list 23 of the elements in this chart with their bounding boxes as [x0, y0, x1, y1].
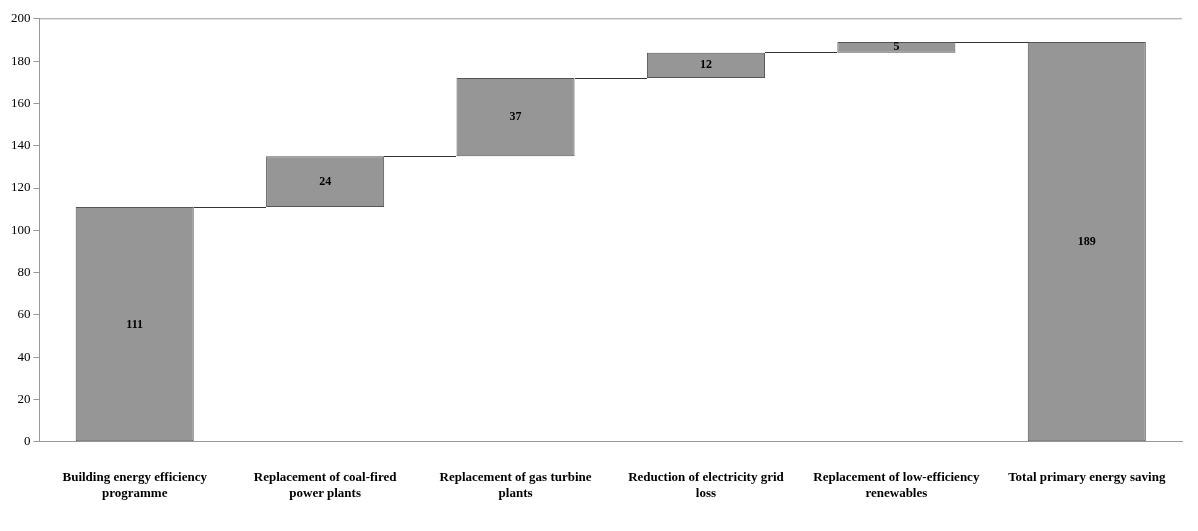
data-label: 24 [319, 173, 332, 188]
x-tick-label: Building energy efficiency programme [62, 468, 208, 500]
y-tick-label: 80 [17, 264, 31, 280]
x-tick-label: Total primary energy saving [1008, 468, 1166, 484]
y-tick-label: 140 [11, 137, 31, 153]
data-label: 189 [1077, 234, 1096, 249]
x-tick-label: Replacement of low-efficiency renewables [813, 468, 980, 500]
x-tick-label: Replacement of coal-fired power plants [253, 468, 398, 500]
y-tick-label: 60 [17, 306, 31, 322]
data-label: 5 [893, 39, 900, 54]
y-tick-label: 20 [17, 390, 31, 406]
y-tick-label: 0 [24, 433, 31, 449]
data-label: 111 [126, 316, 144, 331]
y-tick-label: 120 [11, 179, 31, 195]
y-tick-label: 180 [11, 52, 31, 68]
y-tick-label: 100 [11, 221, 31, 237]
y-tick-label: 200 [11, 10, 31, 26]
data-label: 37 [509, 109, 522, 124]
x-tick-label: Reduction of electricity grid loss [628, 468, 785, 500]
x-tick-label: Replacement of gas turbine plants [439, 468, 592, 500]
y-tick-label: 160 [11, 94, 31, 110]
y-tick-label: 40 [17, 348, 31, 364]
data-label: 12 [699, 57, 712, 72]
